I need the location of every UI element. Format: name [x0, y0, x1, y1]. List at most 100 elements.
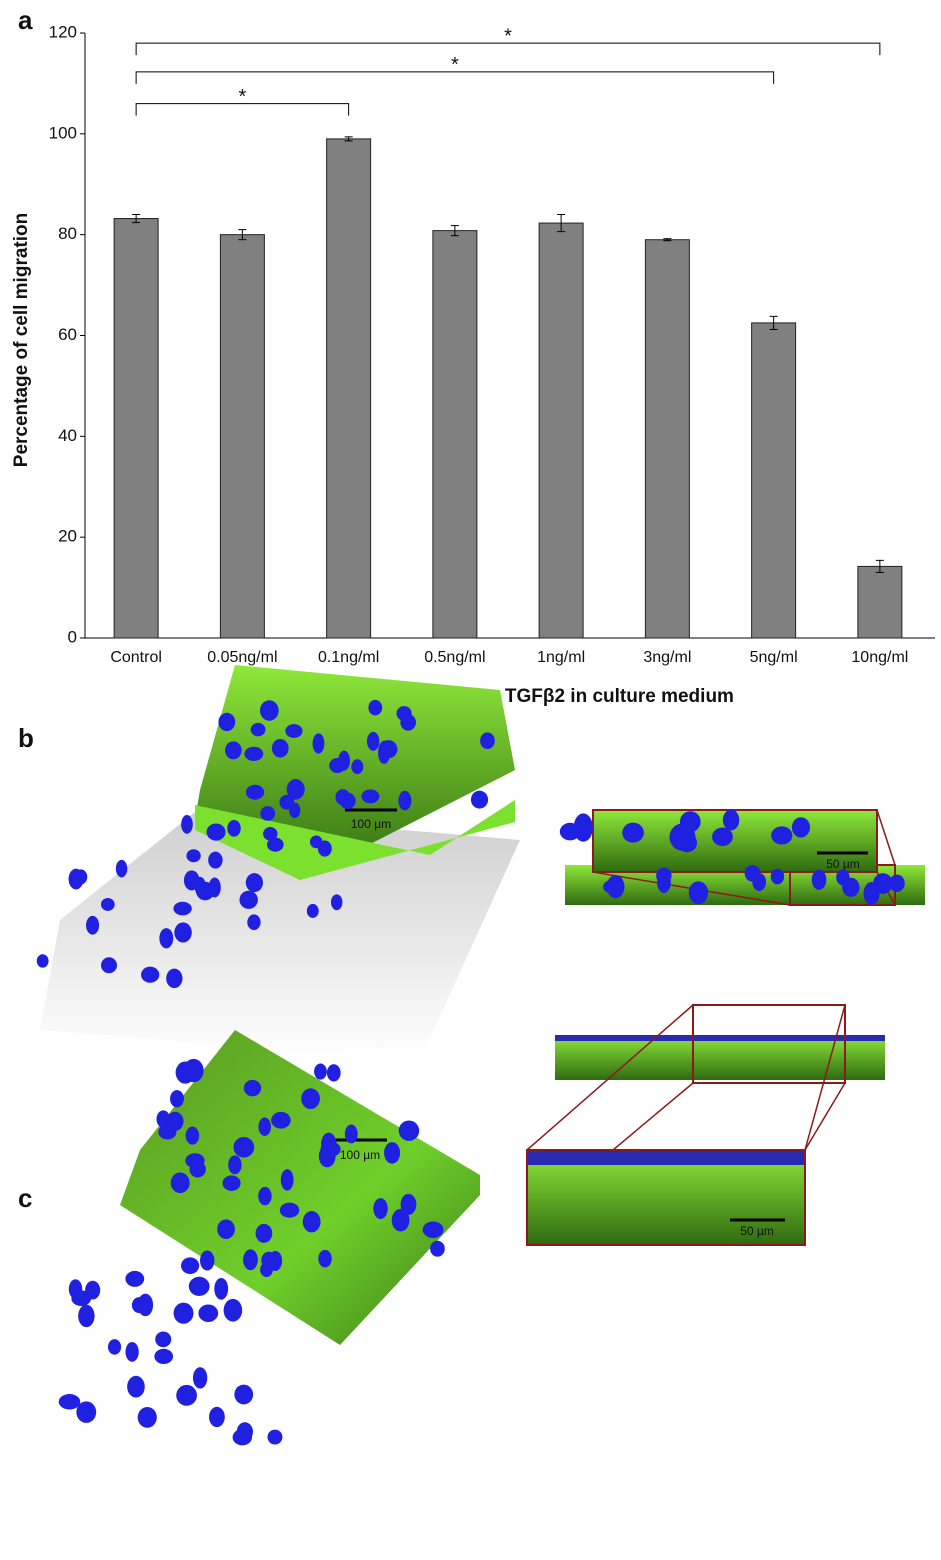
- nucleus: [181, 1257, 200, 1275]
- nucleus: [173, 1302, 194, 1324]
- nucleus: [260, 806, 276, 821]
- significance-label: *: [451, 54, 459, 76]
- nucleus: [470, 790, 489, 809]
- nucleus: [125, 1270, 145, 1287]
- nucleus: [368, 699, 383, 716]
- nucleus: [222, 1175, 241, 1191]
- error-bar: [557, 214, 566, 233]
- nucleus: [398, 1120, 420, 1141]
- scale-label: 50 µm: [740, 1224, 774, 1238]
- significance-bracket: [135, 103, 350, 116]
- nucleus: [398, 790, 412, 811]
- nucleus: [71, 1290, 92, 1307]
- nucleus: [176, 1384, 197, 1406]
- x-tick-label: 0.5ng/ml: [424, 649, 485, 666]
- zoom-box: [692, 1004, 846, 1084]
- nucleus: [181, 815, 193, 834]
- nucleus: [155, 1331, 172, 1348]
- nucleus: [268, 1250, 283, 1271]
- x-tick-label: 0.1ng/ml: [318, 649, 379, 666]
- nucleus: [261, 702, 274, 716]
- nucleus: [330, 894, 343, 911]
- nucleus: [344, 1124, 358, 1144]
- zoom-line: [804, 1082, 846, 1151]
- nucleus: [107, 1339, 122, 1355]
- nucleus: [154, 1348, 174, 1365]
- x-tick-label: 1ng/ml: [537, 649, 585, 666]
- nucleus: [137, 1407, 157, 1428]
- nucleus: [280, 1169, 294, 1191]
- nucleus: [131, 1297, 147, 1314]
- nucleus: [218, 712, 236, 732]
- bar: [219, 234, 265, 639]
- nucleus: [366, 731, 380, 751]
- nucleus: [225, 741, 242, 760]
- nuclei-layer: [555, 1035, 885, 1041]
- nucleus: [752, 873, 767, 891]
- nucleus: [258, 1186, 272, 1206]
- error-bar: [663, 238, 672, 242]
- nucleus: [217, 1219, 235, 1240]
- nucleus: [329, 758, 346, 774]
- error-bar: [238, 229, 247, 241]
- nucleus: [173, 901, 192, 916]
- nucleus: [263, 826, 278, 841]
- nucleus: [115, 859, 128, 878]
- nucleus: [339, 792, 356, 810]
- zoom-line: [526, 1004, 694, 1151]
- nucleus: [771, 826, 793, 845]
- nucleus: [301, 1088, 320, 1110]
- zoom-line: [876, 809, 896, 866]
- y-axis-title: Percentage of cell migration: [11, 213, 32, 467]
- nucleus: [208, 851, 223, 869]
- nucleus: [166, 1111, 184, 1131]
- nucleus: [430, 1240, 445, 1257]
- panel-label: c: [18, 1183, 32, 1213]
- nucleus: [198, 1304, 219, 1322]
- nucleus: [228, 1155, 242, 1175]
- significance-label: *: [504, 25, 512, 47]
- nucleus: [373, 1198, 388, 1220]
- x-tick-label: 5ng/ml: [750, 649, 798, 666]
- zoom-line: [612, 1082, 694, 1151]
- nucleus: [286, 779, 305, 800]
- bar: [751, 322, 797, 639]
- nucleus: [174, 922, 192, 943]
- error-bar: [450, 225, 459, 237]
- nucleus: [889, 874, 905, 892]
- nucleus: [258, 1117, 272, 1136]
- nucleus: [378, 743, 390, 764]
- y-tick-label: 80: [58, 224, 77, 243]
- bar: [326, 138, 372, 639]
- nucleus: [199, 1250, 215, 1271]
- x-tick-label: 3ng/ml: [643, 649, 691, 666]
- y-tick-label: 0: [68, 627, 77, 646]
- scale-label: 100 µm: [351, 817, 391, 831]
- scale-label: 100 µm: [340, 1148, 380, 1162]
- nucleus: [669, 823, 696, 851]
- nucleus: [185, 1126, 200, 1145]
- nucleus: [223, 1298, 243, 1322]
- nucleus: [58, 1394, 81, 1410]
- nucleus: [86, 915, 100, 935]
- error-bar: [132, 214, 141, 224]
- nucleus: [245, 873, 263, 893]
- nucleus: [400, 714, 416, 731]
- bar: [644, 239, 690, 639]
- x-tick-label: 10ng/ml: [851, 649, 908, 666]
- x-tick-label: 0.05ng/ml: [207, 649, 277, 666]
- nucleus: [206, 823, 226, 841]
- nucleus: [326, 1064, 341, 1082]
- nucleus: [480, 732, 495, 750]
- x-tick-label: Control: [110, 649, 162, 666]
- nucleus: [125, 1341, 139, 1362]
- significance-bracket: [135, 71, 775, 84]
- nucleus: [606, 875, 625, 899]
- nucleus: [688, 881, 709, 905]
- nucleus: [186, 849, 201, 863]
- nuclei-layer: [528, 1151, 804, 1165]
- microscopy-3d: [120, 1030, 480, 1345]
- significance-bracket: [135, 42, 881, 56]
- nucleus: [400, 1193, 417, 1215]
